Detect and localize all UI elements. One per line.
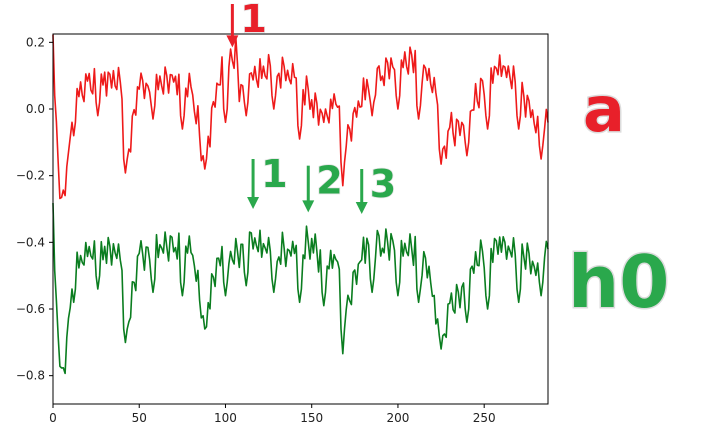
arrow-annotation: 1: [247, 151, 288, 209]
x-tick-label: 150: [300, 411, 323, 425]
y-tick-label: −0.8: [16, 369, 45, 383]
side-labels: a h0: [567, 72, 671, 326]
arrow-number: 2: [316, 159, 342, 203]
arrow-annotation: 2: [302, 158, 343, 213]
arrow-head: [226, 35, 239, 48]
axis-ticks: 0 50 100 150 200 250 0.2 0.0 −0.2 −0.4 −0.6 −0.8: [16, 35, 496, 425]
side-label-a: a: [583, 73, 625, 146]
arrow-number: 1: [240, 0, 266, 41]
arrow-annotation: 1: [226, 0, 268, 48]
plot-frame: [52, 33, 549, 405]
arrow-number: 3: [370, 162, 396, 206]
arrow-annotation: 3: [355, 161, 397, 214]
y-tick-label: −0.2: [16, 169, 45, 183]
x-tick-label: 200: [386, 411, 409, 425]
y-tick-label: −0.4: [16, 235, 45, 249]
x-tick-label: 0: [49, 411, 57, 425]
side-label-h0: h0: [568, 240, 669, 324]
y-tick-label: 0.2: [26, 35, 45, 49]
series-lines: [52, 34, 549, 375]
y-tick-label: −0.6: [16, 302, 45, 316]
series-line-h0: [52, 202, 549, 375]
x-tick-label: 50: [132, 411, 147, 425]
y-tick-label: 0.0: [26, 102, 45, 116]
series-line-a: [52, 34, 549, 200]
arrow-head: [247, 197, 260, 209]
arrow-head: [355, 202, 368, 214]
x-tick-label: 100: [214, 411, 237, 425]
x-tick-label: 250: [473, 411, 496, 425]
arrow-number: 1: [261, 152, 287, 196]
arrow-head: [302, 200, 315, 213]
annotations: 11 2 3: [226, 0, 397, 214]
